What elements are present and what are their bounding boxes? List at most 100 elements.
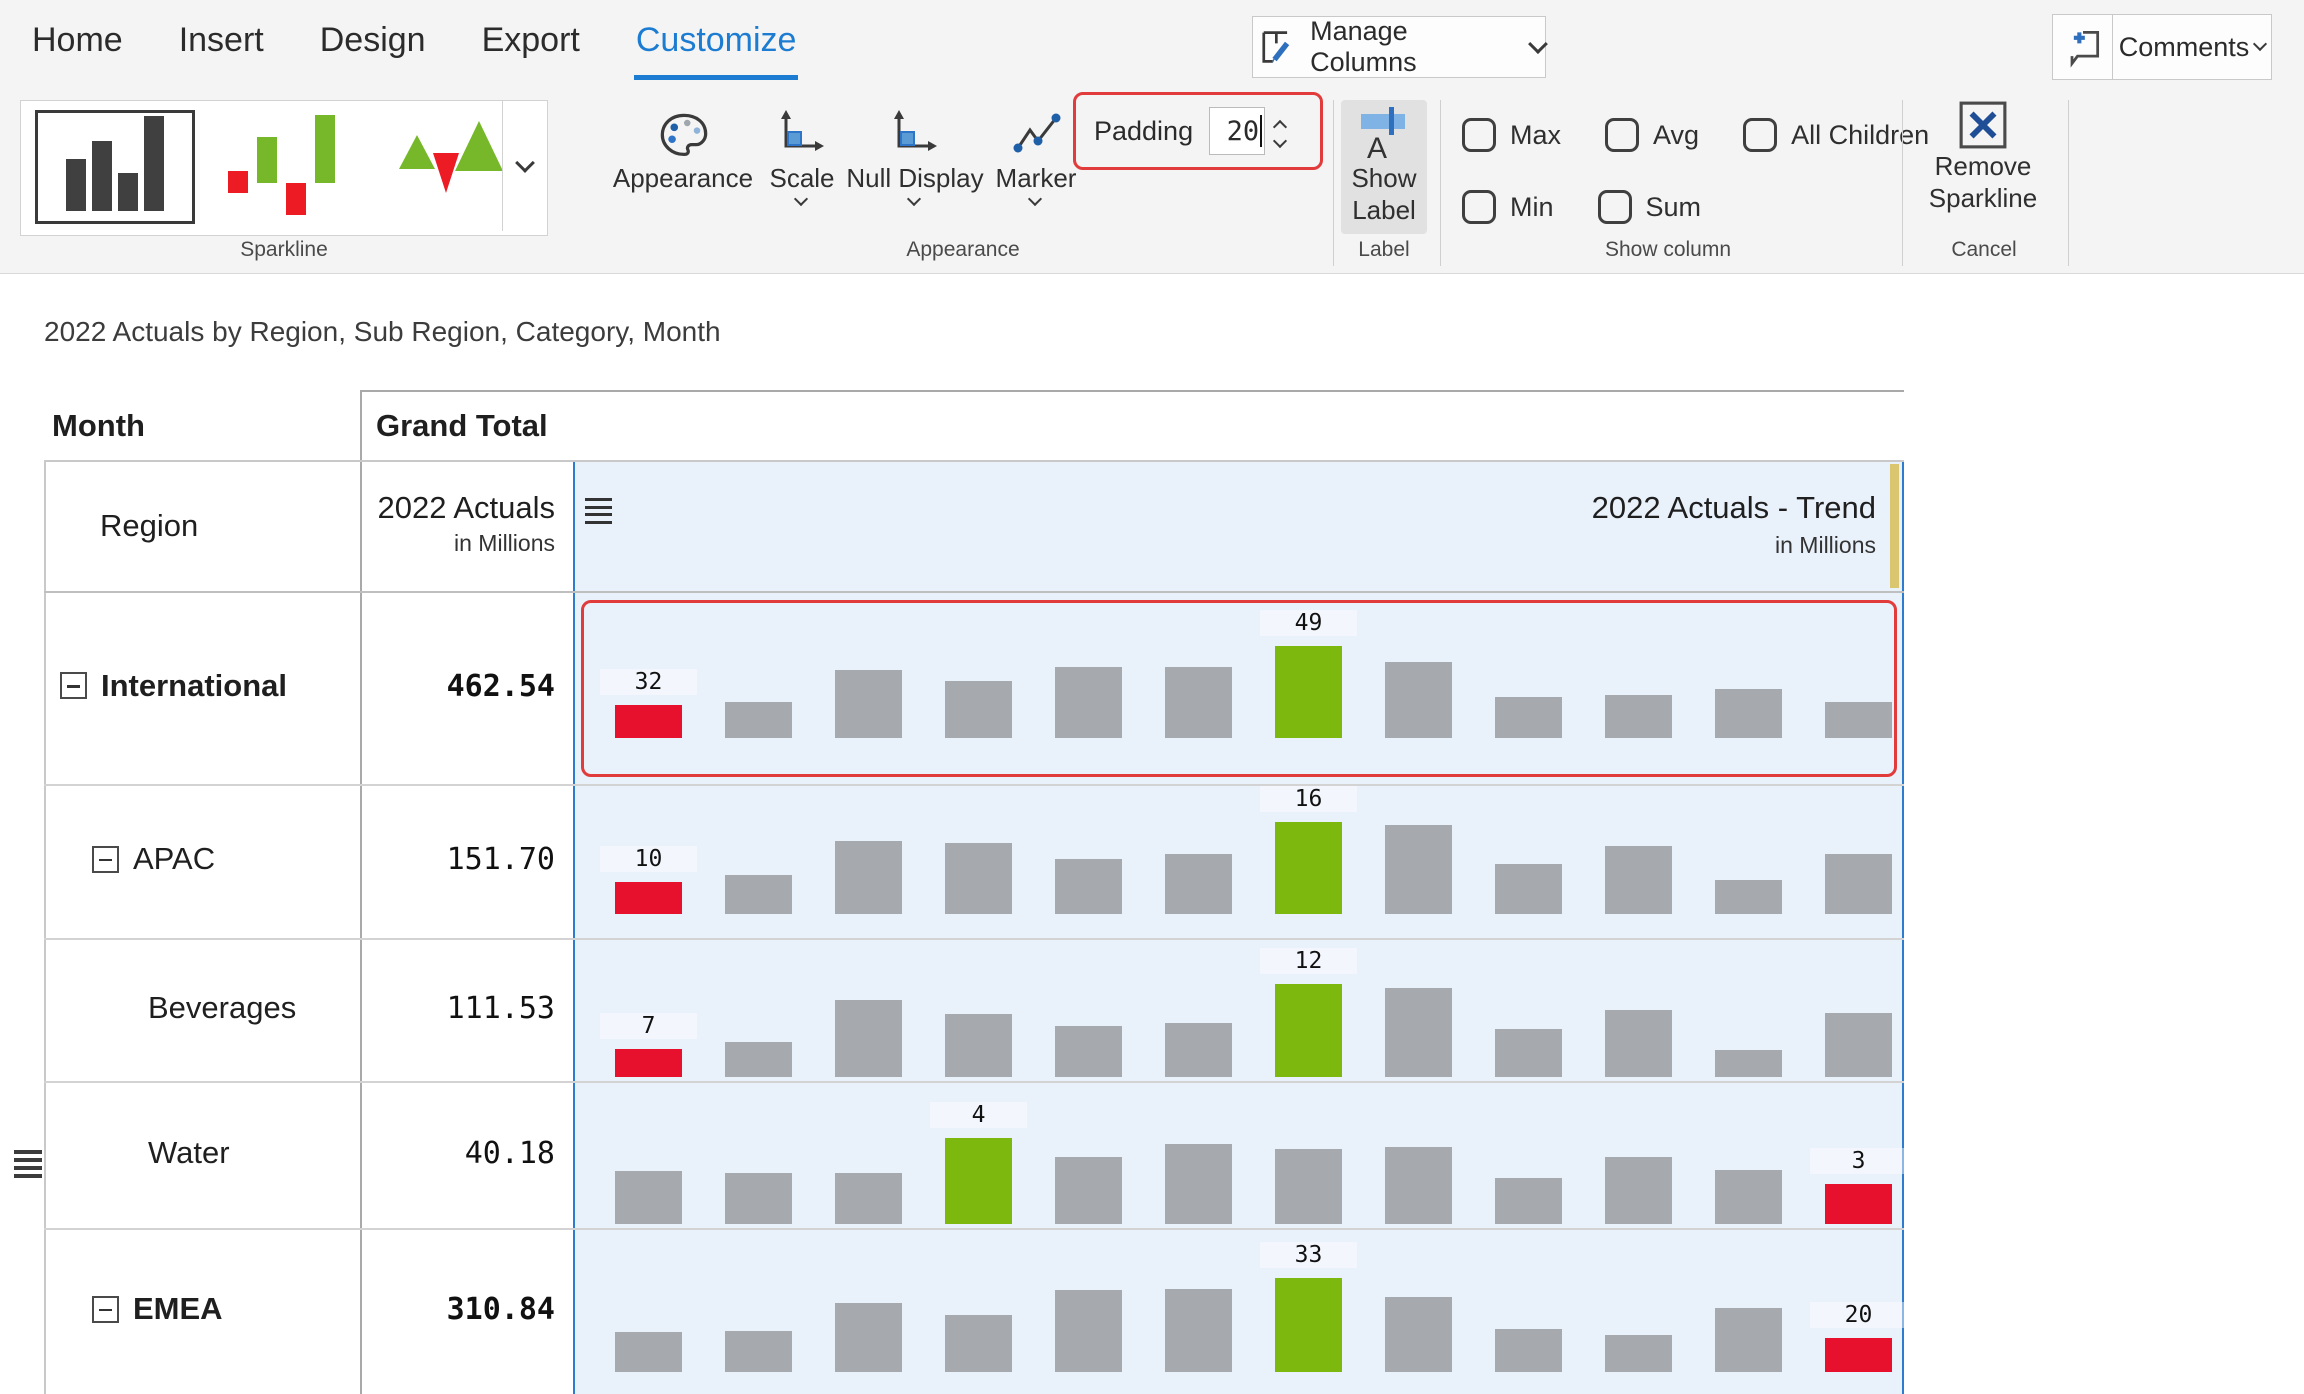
sparkline-bar [615,882,682,914]
sparkline-point-label: 10 [600,846,697,872]
collapse-icon[interactable] [92,845,119,873]
value-column-title[interactable]: 2022 Actuals [377,490,555,525]
row-label-text: APAC [133,841,216,876]
spinner-up-icon[interactable] [1273,119,1288,135]
show-label-text-1: Show [1351,163,1417,193]
row-separator [44,1081,1904,1083]
checkbox-label: All Children [1791,119,1930,150]
appearance-group-label: Appearance [906,238,1020,261]
sparkline-bar [1495,1178,1562,1224]
sparkline-bar [1715,1170,1782,1224]
checkbox-item-all-children: All Children [1743,118,1929,152]
appearance-label: Appearance [612,163,754,193]
show-label-button[interactable]: A Show Label [1341,100,1427,234]
sparkline-bar [1165,1023,1232,1077]
menu-item-insert[interactable]: Insert [178,21,264,59]
month-column-border [360,390,362,1394]
row-label-text: International [101,667,288,703]
cancel-group-label: Cancel [1951,238,2017,261]
palette-icon [660,113,708,157]
manage-columns-label: Manage Columns [1310,16,1417,77]
checkbox-item-avg: Avg [1605,118,1699,152]
sparkline-point-label: 16 [1260,786,1357,812]
row-drag-handle-icon[interactable] [14,1150,42,1178]
row-separator [44,938,1904,940]
sparkline-bar [1495,1029,1562,1077]
winloss-sparkline-preview-icon [228,115,335,215]
null-display-chevron-down-icon[interactable] [906,191,922,207]
manage-columns-button[interactable]: Manage Columns [1252,16,1548,78]
marker-chevron-down-icon[interactable] [1027,191,1043,207]
sparkline-bar [615,1049,682,1077]
sparkline-group-label: Sparkline [240,238,328,261]
comments-button[interactable]: Comments [2112,14,2272,80]
marker-button[interactable] [1012,110,1062,163]
manage-columns-icon [1262,31,1290,64]
show-label-text-2: Label [1352,195,1416,225]
trend-column-drag-handle-icon[interactable] [585,498,612,524]
checkbox-avg[interactable] [1605,118,1640,152]
padding-input[interactable]: 20 [1209,107,1266,155]
row-label-beverages[interactable]: Beverages [148,990,296,1026]
null-display-button[interactable] [891,108,939,165]
sparkline-bar [615,1332,682,1372]
sparkline-bar [615,705,682,738]
menu-item-design[interactable]: Design [319,21,426,59]
remove-text-2: Sparkline [1928,183,2038,213]
sparkline-bar [945,843,1012,914]
sparkline-type-column[interactable] [35,110,195,224]
sparkline-bar [1055,1157,1122,1224]
row-label-emea[interactable]: EMEA [92,1291,223,1327]
collapse-icon[interactable] [92,1295,119,1323]
table-left-border [44,460,46,1394]
sparkline-type-line[interactable] [393,113,511,226]
sparkline-bar [1715,1050,1782,1077]
trend-column-title[interactable]: 2022 Actuals - Trend [1591,490,1876,525]
sparkline-point-label: 7 [600,1013,697,1039]
row-label-international[interactable]: International [60,668,287,704]
sparkline-bar [1605,846,1672,914]
menu-item-export[interactable]: Export [481,21,580,59]
padding-spinner [1273,116,1288,149]
sparkline-bar [1715,689,1782,738]
appearance-button[interactable] [658,110,710,167]
add-comment-button[interactable] [2052,14,2112,80]
padding-label: Padding [1094,115,1194,146]
checkbox-min[interactable] [1462,190,1496,224]
sparkline-type-winloss[interactable] [226,111,338,230]
axis-scale-icon [781,110,824,151]
scale-button[interactable] [778,108,826,165]
collapse-icon[interactable] [60,672,87,699]
spinner-down-icon[interactable] [1273,133,1288,149]
remove-sparkline-button[interactable]: Remove Sparkline [1908,100,2058,234]
checkbox-all-children[interactable] [1743,118,1778,152]
region-row-header[interactable]: Region [100,508,199,543]
row-value-water: 40.18 [464,1135,555,1171]
gallery-expand-button[interactable] [502,101,547,231]
scale-chevron-down-icon[interactable] [793,191,809,207]
ribbon-area: Home Insert Design Export Customize Manage C… [0,0,2304,274]
checkbox-label: Sum [1645,191,1702,222]
sparkline-bar [1165,1144,1232,1224]
sparkline-bar [1165,1289,1232,1372]
menu-item-customize[interactable]: Customize [633,16,799,80]
checkbox-sum[interactable] [1597,190,1632,224]
region-row-separator [44,591,1904,593]
menu-item-home[interactable]: Home [32,21,123,59]
checkbox-max[interactable] [1462,118,1496,152]
grand-total-header[interactable]: Grand Total [376,408,548,443]
sparkline-bar [1275,1278,1342,1372]
trend-column-selection[interactable] [573,460,1904,1394]
sparkline-type-gallery [20,100,548,236]
sparkline-bar [1275,822,1342,914]
sparkline-bar [1275,1149,1342,1224]
checkbox-item-sum: Sum [1597,190,1702,224]
line-sparkline-preview-icon [399,121,503,193]
add-comment-icon [2070,30,2099,68]
table-top-border [360,390,1904,392]
month-column-header[interactable]: Month [52,408,145,443]
column-resize-handle[interactable] [1890,464,1899,588]
sparkline-bar [1715,880,1782,914]
row-label-water[interactable]: Water [148,1135,230,1171]
row-label-apac[interactable]: APAC [92,841,215,877]
